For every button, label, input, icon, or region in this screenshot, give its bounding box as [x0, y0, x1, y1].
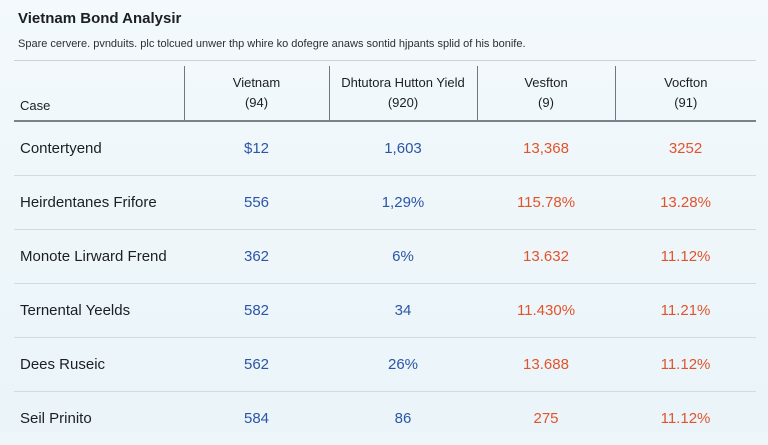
cell-value: 11.21% — [615, 284, 756, 338]
row-case-label: Contertyend — [14, 121, 184, 176]
page-title: Vietnam Bond Analysir — [18, 10, 181, 27]
cell-value: 11.12% — [615, 392, 756, 445]
column-header-case: Case — [14, 66, 184, 121]
column-header-4-name: Vocfton — [616, 73, 757, 93]
cell-value: 26% — [329, 338, 477, 392]
column-header-2: Dhtutora Hutton Yield (920) — [329, 66, 477, 121]
row-case-label: Ternental Yeelds — [14, 284, 184, 338]
cell-value: $12 — [184, 121, 329, 176]
cell-value: 584 — [184, 392, 329, 445]
column-header-3-name: Vesfton — [478, 73, 615, 93]
cell-value: 11.12% — [615, 230, 756, 284]
column-header-2-sub: (920) — [330, 93, 477, 113]
report-page: Vietnam Bond Analysir Spare cervere. pvn… — [0, 0, 768, 432]
bond-table: Case Vietnam (94) Dhtutora Hutton Yield … — [14, 66, 756, 445]
column-header-4: Vocfton (91) — [615, 66, 756, 121]
table-row: Monote Lirward Frend 362 6% 13.632 11.12… — [14, 230, 756, 284]
cell-value: 13.688 — [477, 338, 615, 392]
row-case-label: Monote Lirward Frend — [14, 230, 184, 284]
row-case-label: Seil Prinito — [14, 392, 184, 445]
row-case-label: Dees Ruseic — [14, 338, 184, 392]
cell-value: 115.78% — [477, 176, 615, 230]
cell-value: 34 — [329, 284, 477, 338]
cell-value: 13,368 — [477, 121, 615, 176]
cell-value: 6% — [329, 230, 477, 284]
row-case-label: Heirdentanes Frifore — [14, 176, 184, 230]
cell-value: 86 — [329, 392, 477, 445]
cell-value: 11.12% — [615, 338, 756, 392]
header-divider — [14, 60, 756, 61]
cell-value: 1,29% — [329, 176, 477, 230]
column-header-3: Vesfton (9) — [477, 66, 615, 121]
column-header-2-name: Dhtutora Hutton Yield — [330, 73, 477, 93]
cell-value: 362 — [184, 230, 329, 284]
table-row: Ternental Yeelds 582 34 11.430% 11.21% — [14, 284, 756, 338]
column-header-1-sub: (94) — [185, 93, 329, 113]
cell-value: 13.28% — [615, 176, 756, 230]
column-header-1: Vietnam (94) — [184, 66, 329, 121]
cell-value: 562 — [184, 338, 329, 392]
column-header-4-sub: (91) — [616, 93, 757, 113]
column-header-3-sub: (9) — [478, 93, 615, 113]
column-header-1-name: Vietnam — [185, 73, 329, 93]
table-row: Dees Ruseic 562 26% 13.688 11.12% — [14, 338, 756, 392]
table-row: Contertyend $12 1,603 13,368 3252 — [14, 121, 756, 176]
cell-value: 275 — [477, 392, 615, 445]
cell-value: 11.430% — [477, 284, 615, 338]
cell-value: 13.632 — [477, 230, 615, 284]
cell-value: 556 — [184, 176, 329, 230]
cell-value: 582 — [184, 284, 329, 338]
page-subtitle: Spare cervere. pvnduits. plc tolcued unw… — [18, 38, 758, 50]
cell-value: 1,603 — [329, 121, 477, 176]
table-header-row: Case Vietnam (94) Dhtutora Hutton Yield … — [14, 66, 756, 121]
cell-value: 3252 — [615, 121, 756, 176]
table-row: Seil Prinito 584 86 275 11.12% — [14, 392, 756, 445]
table-row: Heirdentanes Frifore 556 1,29% 115.78% 1… — [14, 176, 756, 230]
